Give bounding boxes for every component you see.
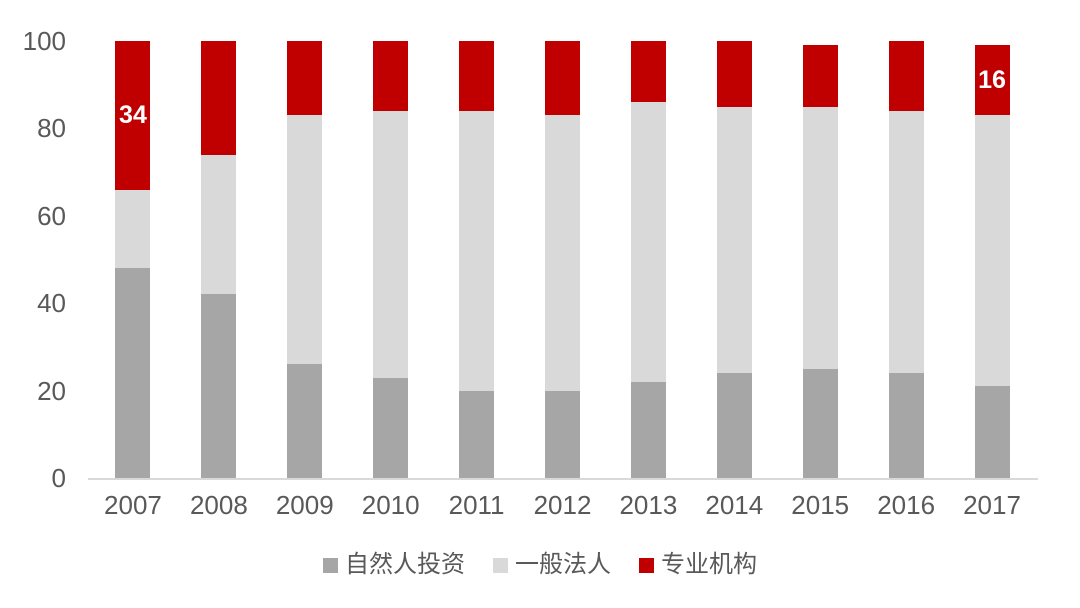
legend-label: 专业机构 (661, 551, 757, 578)
x-axis-line (88, 478, 1038, 480)
bar-segment-professional-institution: 16 (974, 45, 1010, 116)
bar-segment-general-legal-person (716, 106, 752, 374)
bar-segment-professional-institution (802, 45, 838, 107)
bar-segment-natural-person (459, 390, 495, 478)
stacked-bar (888, 41, 924, 478)
bar-segment-general-legal-person (630, 102, 666, 382)
bar-column (520, 41, 606, 478)
stacked-bar (459, 41, 495, 478)
bar-segment-natural-person (716, 373, 752, 478)
bar-segment-professional-institution (459, 41, 495, 111)
x-axis-tick-label: 2013 (619, 490, 678, 520)
bar-segment-general-legal-person (115, 189, 151, 269)
x-axis-tick-label: 2017 (963, 490, 1021, 520)
legend-item-natural-person: 自然人投资 (323, 551, 465, 579)
x-axis-tick-label: 2016 (877, 490, 936, 520)
bar-data-label: 16 (978, 65, 1006, 94)
bar-segment-general-legal-person (888, 110, 924, 374)
legend-label: 自然人投资 (345, 551, 465, 578)
bar-segment-general-legal-person (544, 115, 580, 391)
bar-segment-professional-institution (201, 41, 237, 155)
y-axis-tick-label: 40 (37, 288, 66, 319)
bar-column (348, 41, 434, 478)
bar-segment-professional-institution (373, 41, 409, 111)
legend-item-professional-institution: 专业机构 (639, 551, 757, 579)
bar-column: 16 (949, 41, 1035, 478)
bar-segment-professional-institution (716, 41, 752, 107)
bar-segment-professional-institution (888, 41, 924, 111)
bar-column (863, 41, 949, 478)
x-axis-tick-label: 2012 (533, 490, 592, 520)
bar-segment-natural-person (888, 373, 924, 478)
bar-segment-general-legal-person (459, 110, 495, 391)
bar-segment-natural-person (373, 377, 409, 478)
stacked-bar (373, 41, 409, 478)
legend-swatch-icon (323, 557, 338, 573)
bar-segment-general-legal-person (802, 106, 838, 369)
bar-column (777, 41, 863, 478)
bar-segment-general-legal-person (373, 110, 409, 378)
stacked-bar: 16 (974, 45, 1010, 478)
legend-swatch-icon (639, 557, 654, 573)
bar-column (434, 41, 520, 478)
stacked-bar (544, 41, 580, 478)
bar-segment-natural-person (201, 294, 237, 478)
stacked-bar: 34 (115, 41, 151, 478)
bar-segment-general-legal-person (974, 115, 1010, 387)
bar-segment-natural-person (287, 364, 323, 478)
bar-segment-natural-person (974, 386, 1010, 478)
x-axis-tick-label: 2015 (791, 490, 850, 520)
bar-column (262, 41, 348, 478)
bar-segment-natural-person (544, 390, 580, 478)
x-axis: 2007 2008 2009 2010 2011 2012 2013 2014 2015 2016… (90, 490, 1035, 521)
bar-segment-natural-person (115, 268, 151, 478)
bar-segment-natural-person (630, 381, 666, 478)
legend: 自然人投资 一般法人 专业机构 (0, 551, 1080, 579)
x-axis-tick-label: 2014 (705, 490, 764, 520)
x-axis-tick-label: 2008 (189, 490, 248, 520)
bar-segment-general-legal-person (287, 115, 323, 365)
bar-column (605, 41, 691, 478)
stacked-bar (802, 45, 838, 478)
bar-segment-professional-institution (287, 41, 323, 116)
x-axis-tick-label: 2007 (104, 490, 162, 520)
x-axis-tick-label: 2010 (361, 490, 420, 520)
bar-column (691, 41, 777, 478)
stacked-bar (201, 41, 237, 478)
y-axis-tick-label: 0 (51, 463, 66, 493)
legend-item-general-legal-person: 一般法人 (493, 551, 611, 579)
bar-segment-professional-institution (544, 41, 580, 116)
y-axis-tick-label: 20 (37, 375, 66, 406)
bar-segment-professional-institution (630, 41, 666, 103)
y-axis-tick-label: 100 (22, 26, 66, 56)
bar-segment-natural-person (802, 368, 838, 478)
y-axis-tick-label: 80 (37, 113, 66, 144)
bar-column: 34 (90, 41, 176, 478)
x-axis-tick-label: 2011 (448, 490, 505, 520)
bar-segment-general-legal-person (201, 154, 237, 295)
bar-segment-professional-institution: 34 (115, 41, 151, 190)
y-axis-tick-label: 60 (37, 200, 66, 231)
bar-data-label: 34 (119, 100, 147, 129)
bar-column (176, 41, 262, 478)
legend-label: 一般法人 (515, 551, 611, 578)
stacked-bar (716, 41, 752, 478)
x-axis-tick-label: 2009 (275, 490, 334, 520)
stacked-bar (630, 41, 666, 478)
plot-area: 34 16 (90, 41, 1035, 478)
legend-swatch-icon (493, 557, 508, 573)
stacked-bar (287, 41, 323, 478)
